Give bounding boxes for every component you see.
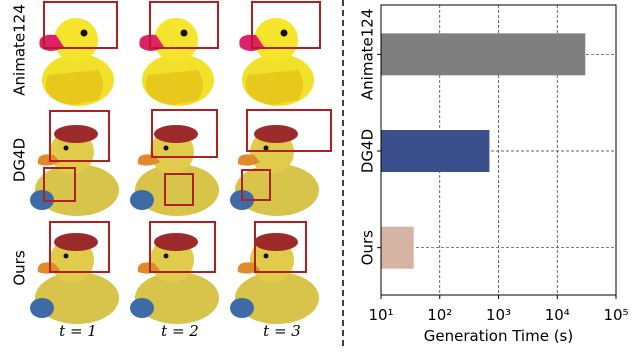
col-label: t = 2	[161, 322, 199, 340]
x-tick-label: 10³	[486, 306, 511, 324]
row-label: Animate124	[11, 4, 29, 95]
bar	[381, 33, 586, 76]
y-tick-label: Animate124	[359, 9, 377, 100]
x-tick-label: 10⁵	[603, 306, 628, 324]
x-tick-label: 10²	[427, 306, 452, 324]
row-label: DG4D	[11, 138, 29, 182]
x-axis-label: Generation Time (s)	[424, 327, 573, 345]
bar	[381, 226, 414, 269]
col-label: t = 1	[59, 322, 97, 340]
y-tick-label: Ours	[359, 230, 377, 265]
x-tick-label: 10⁴	[545, 306, 570, 324]
row-label: Ours	[11, 250, 29, 285]
col-label: t = 3	[263, 322, 301, 340]
bar	[381, 130, 490, 172]
x-tick-label: 10¹	[368, 306, 393, 324]
image-grid: Animate124 DG4D Ours t = 1 t = 2 t = 3	[11, 1, 332, 340]
y-tick-label: DG4D	[359, 129, 377, 173]
plot-frame	[380, 4, 617, 296]
